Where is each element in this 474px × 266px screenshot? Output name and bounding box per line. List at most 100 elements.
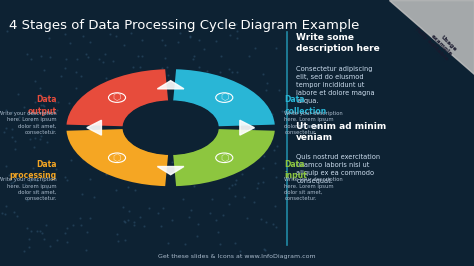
- Point: [124, 218, 132, 222]
- Point: [105, 92, 112, 96]
- Point: [36, 137, 44, 141]
- Point: [14, 92, 22, 96]
- Point: [37, 134, 45, 138]
- Point: [29, 112, 36, 116]
- Point: [86, 216, 94, 221]
- Point: [2, 126, 10, 130]
- Text: 4 Stages of Data Processing Cycle Diagram Example: 4 Stages of Data Processing Cycle Diagra…: [9, 19, 360, 32]
- Point: [11, 139, 19, 143]
- Point: [144, 114, 151, 119]
- Text: ⬡: ⬡: [220, 93, 228, 103]
- Point: [97, 139, 105, 144]
- Point: [133, 134, 141, 138]
- Point: [159, 38, 166, 43]
- Point: [225, 202, 233, 206]
- Point: [91, 24, 98, 28]
- Point: [27, 57, 35, 61]
- Polygon shape: [157, 81, 184, 89]
- Point: [145, 206, 153, 210]
- Point: [268, 111, 275, 116]
- Point: [154, 20, 162, 24]
- Point: [154, 163, 162, 167]
- Point: [43, 186, 51, 190]
- Point: [31, 136, 38, 140]
- Point: [102, 172, 110, 176]
- Point: [135, 164, 143, 169]
- Point: [36, 86, 44, 91]
- Point: [46, 55, 54, 59]
- Point: [209, 197, 216, 201]
- Point: [106, 32, 114, 36]
- Point: [209, 118, 216, 122]
- Point: [230, 165, 238, 170]
- Point: [189, 57, 197, 61]
- Point: [218, 23, 226, 28]
- Point: [99, 60, 107, 64]
- Point: [206, 210, 214, 215]
- Wedge shape: [66, 129, 168, 186]
- Point: [84, 55, 92, 60]
- Point: [64, 240, 71, 244]
- Point: [164, 65, 171, 69]
- Point: [226, 33, 234, 37]
- Point: [38, 231, 46, 235]
- Point: [201, 71, 209, 75]
- Point: [253, 186, 261, 190]
- Point: [158, 66, 165, 70]
- Point: [225, 66, 233, 71]
- Point: [86, 177, 94, 181]
- Point: [121, 219, 128, 224]
- Point: [243, 147, 251, 151]
- Point: [263, 88, 270, 92]
- Point: [72, 86, 80, 90]
- Point: [140, 115, 147, 119]
- Point: [194, 132, 202, 136]
- Point: [219, 82, 227, 86]
- Point: [259, 166, 267, 171]
- Point: [176, 31, 183, 35]
- Point: [212, 39, 219, 43]
- Point: [53, 238, 61, 242]
- Point: [272, 204, 279, 208]
- Point: [112, 188, 120, 192]
- Point: [26, 237, 33, 242]
- Point: [147, 21, 155, 26]
- Point: [37, 103, 45, 107]
- Point: [46, 244, 54, 248]
- Point: [200, 173, 207, 177]
- Point: [3, 164, 10, 168]
- Wedge shape: [66, 69, 168, 126]
- Point: [223, 122, 230, 126]
- Point: [24, 112, 32, 116]
- Point: [155, 162, 162, 166]
- Point: [65, 101, 73, 105]
- Point: [9, 180, 17, 184]
- Point: [72, 70, 80, 74]
- Point: [174, 40, 182, 44]
- Text: Data
input: Data input: [284, 160, 307, 180]
- Point: [233, 36, 241, 40]
- Point: [131, 188, 138, 192]
- Point: [12, 172, 19, 177]
- Point: [231, 241, 239, 245]
- Point: [250, 127, 258, 131]
- Point: [175, 146, 183, 150]
- Point: [197, 143, 204, 147]
- Point: [115, 87, 123, 92]
- Point: [122, 166, 130, 170]
- Point: [31, 79, 39, 83]
- Point: [45, 36, 52, 40]
- Point: [127, 74, 134, 78]
- Point: [33, 189, 40, 193]
- Point: [253, 19, 261, 24]
- Point: [181, 242, 189, 247]
- Point: [7, 181, 14, 185]
- Point: [203, 69, 210, 73]
- Point: [166, 102, 173, 106]
- Point: [43, 95, 51, 100]
- Point: [218, 54, 225, 59]
- Point: [240, 195, 247, 199]
- Point: [161, 43, 169, 47]
- Text: Write your description
here. Lorem ipsum
dolor sit amet,
consectetur.: Write your description here. Lorem ipsum…: [284, 111, 343, 135]
- Point: [63, 178, 70, 182]
